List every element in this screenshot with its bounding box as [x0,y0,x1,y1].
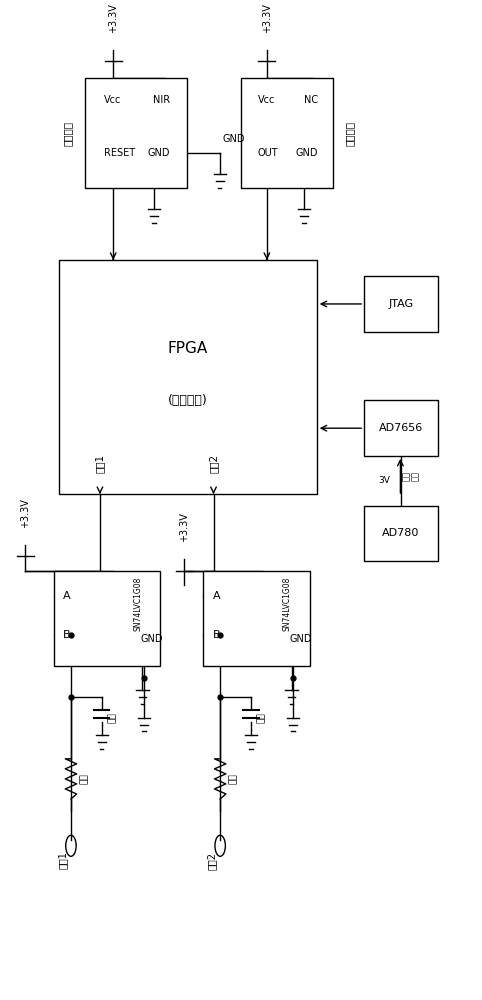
Text: Vcc: Vcc [257,95,275,105]
Text: GND: GND [147,148,170,158]
Text: 参考: 参考 [402,471,411,481]
Text: +3.3V: +3.3V [262,3,272,33]
Text: Vcc: Vcc [104,95,121,105]
Text: 电容: 电容 [257,712,266,723]
Text: 脉冲2: 脉冲2 [209,454,218,473]
Text: +3.3V: +3.3V [108,3,118,33]
Bar [54,571,161,666]
Text: 3V: 3V [378,476,390,485]
Text: JTAG: JTAG [388,299,414,309]
Text: B: B [63,630,71,640]
Text: SN74LVC1G08: SN74LVC1G08 [282,577,292,631]
Text: A: A [213,591,220,601]
Text: SN74LVC1G08: SN74LVC1G08 [133,577,142,631]
Text: OUT: OUT [257,148,278,158]
Text: 电压: 电压 [411,471,419,481]
Text: GND: GND [141,634,163,644]
Text: A: A [63,591,71,601]
Bar [59,260,317,494]
Text: NC: NC [304,95,318,105]
Text: 时钟电路: 时钟电路 [345,121,355,146]
Text: +3.3V: +3.3V [20,498,30,528]
Text: GND: GND [296,148,318,158]
Text: 脉冲1: 脉冲1 [95,454,105,473]
Bar [85,78,187,188]
Bar [364,400,438,456]
Bar [364,506,438,561]
Text: AD780: AD780 [382,528,419,538]
Text: 脉冲1: 脉冲1 [57,852,67,869]
Bar [203,571,309,666]
Bar [241,78,334,188]
Text: NIR: NIR [153,95,170,105]
Text: RESET: RESET [104,148,135,158]
Text: GND: GND [222,134,244,144]
Text: B: B [213,630,220,640]
Text: AD7656: AD7656 [379,423,423,433]
Text: 电容: 电容 [107,712,117,723]
Text: GND: GND [290,634,312,644]
Bar [364,276,438,332]
Text: 复位电路: 复位电路 [63,121,73,146]
Text: 脉冲2: 脉冲2 [207,852,216,870]
Text: +3.3V: +3.3V [179,512,189,542]
Text: 磁珠: 磁珠 [80,774,89,784]
Text: 磁珠: 磁珠 [229,774,238,784]
Text: FPGA: FPGA [168,341,208,356]
Text: (采集单元): (采集单元) [168,394,208,407]
